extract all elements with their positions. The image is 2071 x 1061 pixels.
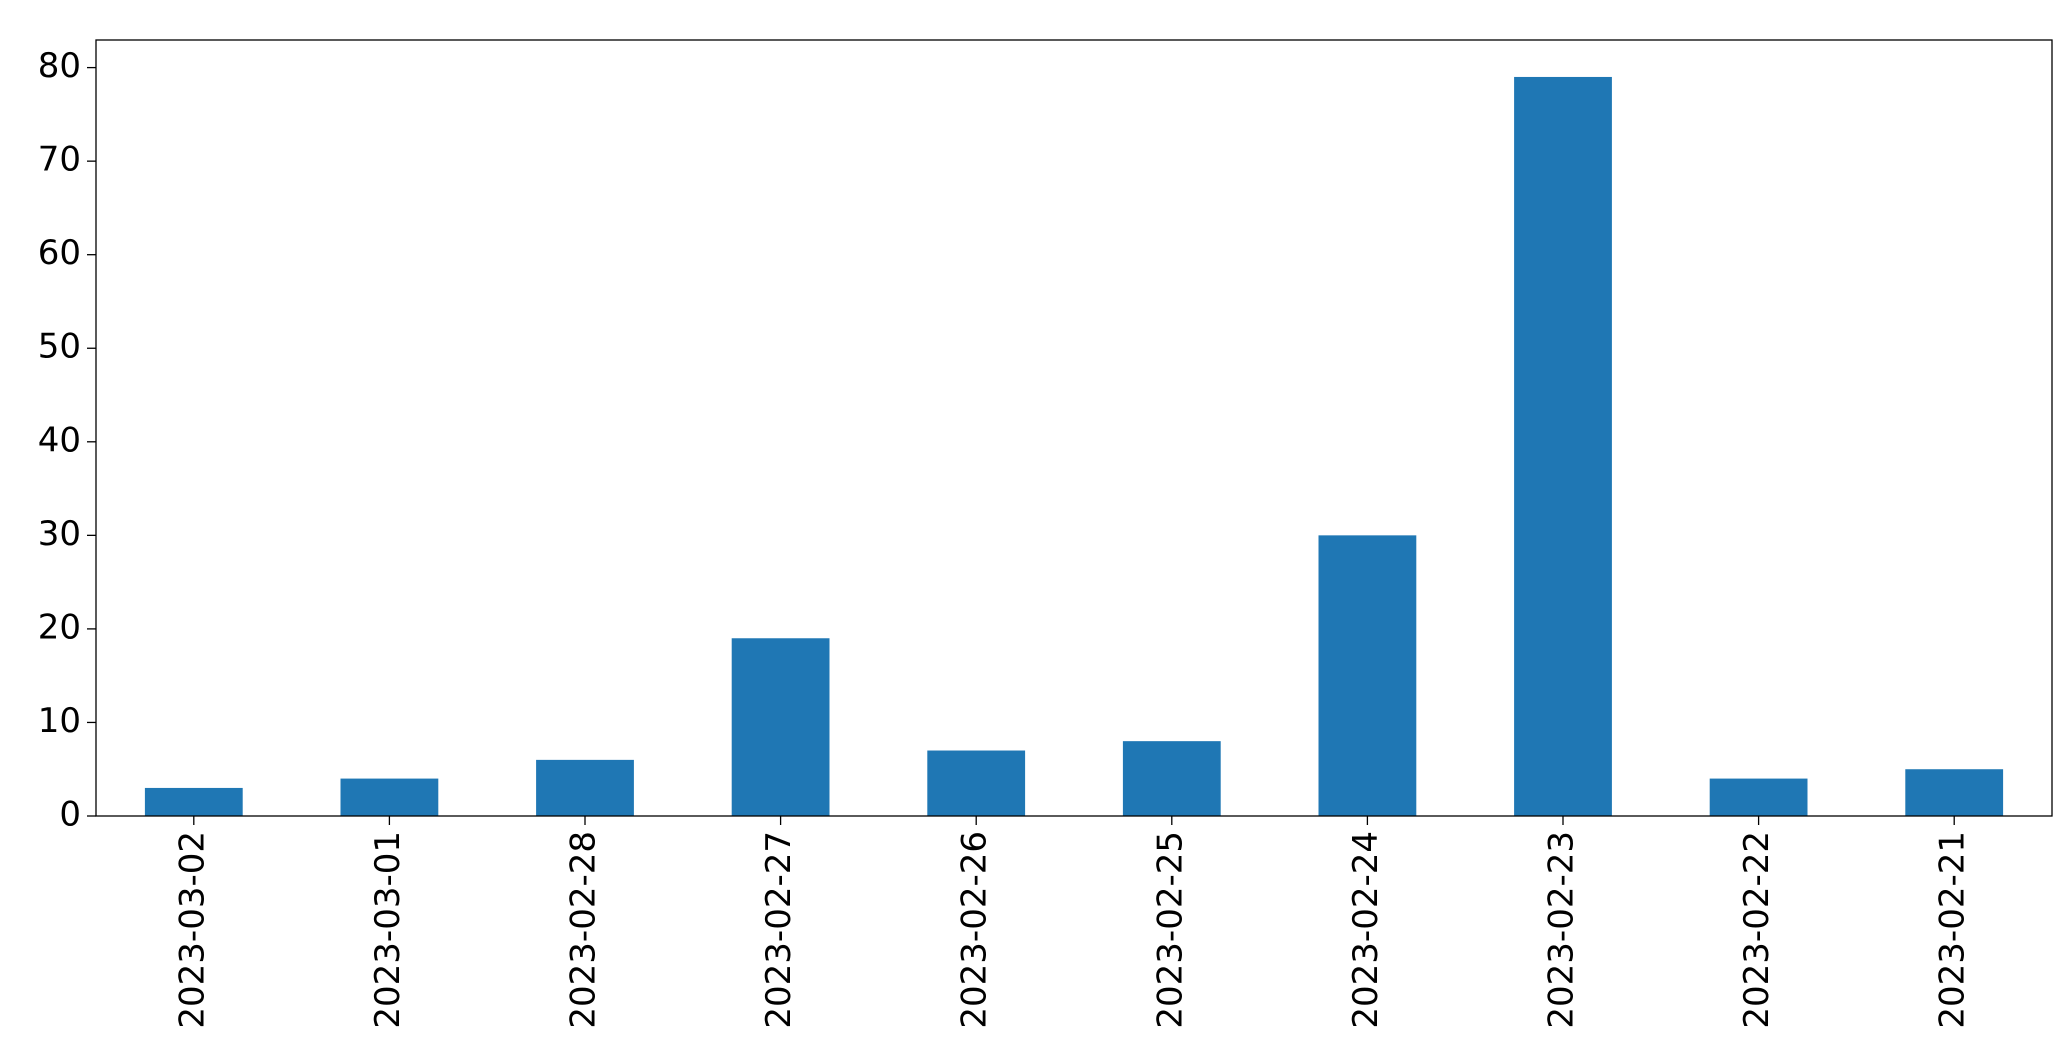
bar xyxy=(927,750,1026,816)
y-tick-label: 40 xyxy=(38,420,81,460)
x-tick-label: 2023-02-23 xyxy=(1542,831,1582,1029)
x-tick-label: 2023-02-21 xyxy=(1933,831,1973,1029)
x-tick-label: 2023-02-28 xyxy=(564,831,604,1029)
plot-frame xyxy=(95,39,2053,817)
bar xyxy=(1514,76,1612,816)
y-tick-label: 60 xyxy=(38,233,81,273)
x-tick-label: 2023-02-24 xyxy=(1346,831,1386,1029)
y-tick-label: 0 xyxy=(59,795,81,835)
x-tick-label: 2023-02-25 xyxy=(1150,831,1190,1029)
bar xyxy=(1709,778,1808,816)
x-tick-label: 2023-03-01 xyxy=(368,831,408,1029)
x-tick-label: 2023-02-22 xyxy=(1737,831,1777,1029)
bar xyxy=(1122,741,1221,816)
y-tick-label: 10 xyxy=(38,701,81,741)
x-tick-label: 2023-02-27 xyxy=(759,831,799,1029)
y-tick-label: 80 xyxy=(38,46,81,86)
bar xyxy=(144,787,243,816)
y-tick-label: 30 xyxy=(38,514,81,554)
x-tick-label: 2023-03-02 xyxy=(172,831,212,1029)
bar xyxy=(731,638,830,816)
x-tick-label: 2023-02-26 xyxy=(955,831,995,1029)
y-tick-label: 50 xyxy=(38,327,81,367)
bar xyxy=(1905,769,2004,816)
bar xyxy=(1318,535,1417,816)
bar xyxy=(340,778,439,816)
bar xyxy=(536,759,634,816)
y-tick-label: 70 xyxy=(38,140,81,180)
y-tick-label: 20 xyxy=(38,607,81,647)
